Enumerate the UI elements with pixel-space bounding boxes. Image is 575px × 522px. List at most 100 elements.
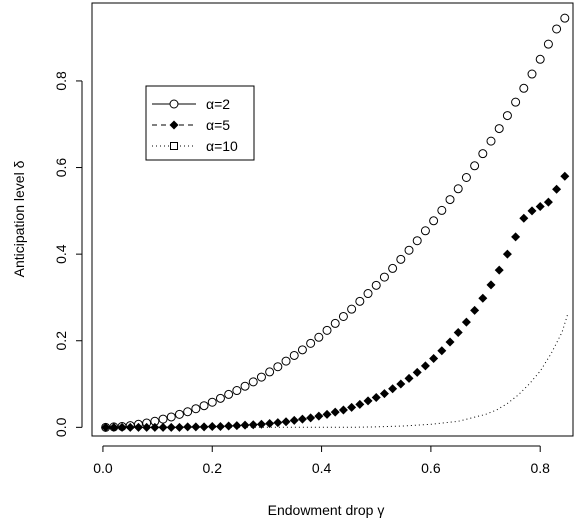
data-point bbox=[232, 386, 242, 396]
data-point bbox=[297, 414, 307, 424]
data-point bbox=[199, 401, 209, 411]
data-point bbox=[224, 389, 234, 399]
data-point bbox=[248, 377, 258, 387]
data-point bbox=[388, 263, 398, 273]
data-point bbox=[429, 353, 439, 363]
x-axis-label: Endowment drop γ bbox=[268, 502, 385, 518]
data-point bbox=[248, 420, 258, 430]
x-tick-label: 0.2 bbox=[203, 460, 223, 476]
data-point bbox=[379, 389, 389, 399]
data-point bbox=[445, 195, 455, 205]
data-point bbox=[470, 305, 480, 315]
x-tick-label: 0.4 bbox=[312, 460, 332, 476]
data-point bbox=[338, 311, 348, 321]
data-point bbox=[453, 184, 463, 194]
plot-frame bbox=[91, 2, 574, 437]
data-point bbox=[215, 393, 225, 403]
legend: α=2 α=5 α=10 bbox=[145, 85, 255, 161]
y-tick-label: 0.0 bbox=[53, 417, 69, 437]
data-point bbox=[240, 381, 250, 391]
data-point bbox=[453, 328, 463, 338]
data-point bbox=[133, 422, 143, 432]
data-point bbox=[347, 402, 357, 412]
series-1 bbox=[101, 13, 570, 432]
data-point bbox=[224, 421, 234, 431]
data-point bbox=[199, 422, 209, 432]
data-point bbox=[478, 293, 488, 303]
data-point bbox=[543, 39, 553, 49]
data-point bbox=[101, 422, 111, 432]
y-axis: 0.0 0.2 0.4 0.6 0.8 bbox=[53, 71, 83, 437]
data-point bbox=[289, 415, 299, 425]
legend-marker-alpha10 bbox=[170, 142, 178, 150]
data-point bbox=[486, 136, 496, 146]
data-point bbox=[437, 205, 447, 215]
data-point bbox=[322, 325, 332, 335]
data-point bbox=[232, 421, 242, 431]
data-point bbox=[527, 206, 537, 216]
data-point bbox=[166, 412, 176, 422]
data-point bbox=[142, 422, 152, 432]
data-point bbox=[273, 362, 283, 372]
data-point bbox=[322, 409, 332, 419]
legend-label-alpha5: α=5 bbox=[206, 117, 230, 133]
x-tick-label: 0.0 bbox=[93, 460, 113, 476]
data-point bbox=[355, 296, 365, 306]
data-point bbox=[240, 420, 250, 430]
data-point bbox=[256, 372, 266, 382]
legend-marker-alpha2 bbox=[169, 99, 179, 109]
x-tick-label: 0.8 bbox=[530, 460, 550, 476]
data-point bbox=[560, 13, 570, 23]
data-point bbox=[338, 405, 348, 415]
data-point bbox=[207, 421, 217, 431]
data-point bbox=[486, 280, 496, 290]
data-point bbox=[150, 422, 160, 432]
series-layer bbox=[101, 13, 570, 432]
data-point bbox=[363, 396, 373, 406]
data-point bbox=[445, 337, 455, 347]
data-point bbox=[494, 124, 504, 134]
data-point bbox=[552, 184, 562, 194]
y-tick-label: 0.4 bbox=[53, 244, 69, 264]
data-point bbox=[158, 414, 168, 424]
data-point bbox=[502, 249, 512, 259]
data-point bbox=[363, 289, 373, 299]
data-point bbox=[109, 422, 119, 432]
legend-box bbox=[145, 85, 255, 161]
data-point bbox=[543, 197, 553, 207]
data-point bbox=[174, 409, 184, 419]
data-point bbox=[117, 422, 127, 432]
legend-label-alpha2: α=2 bbox=[206, 96, 230, 112]
data-point bbox=[314, 411, 324, 421]
data-point bbox=[404, 373, 414, 383]
data-point bbox=[560, 171, 570, 181]
data-point bbox=[297, 345, 307, 355]
y-tick-label: 0.2 bbox=[53, 331, 69, 351]
data-point bbox=[461, 317, 471, 327]
data-point bbox=[519, 213, 529, 223]
data-point bbox=[535, 202, 545, 212]
data-point bbox=[412, 367, 422, 377]
data-point bbox=[183, 407, 193, 417]
data-point bbox=[371, 392, 381, 402]
data-point bbox=[511, 232, 521, 242]
data-point bbox=[412, 236, 422, 246]
data-point bbox=[330, 407, 340, 417]
data-point bbox=[347, 304, 357, 314]
y-tick-label: 0.8 bbox=[53, 71, 69, 91]
data-point bbox=[281, 356, 291, 366]
data-point bbox=[535, 54, 545, 64]
data-point bbox=[265, 418, 275, 428]
data-point bbox=[355, 399, 365, 409]
data-point bbox=[306, 338, 316, 348]
data-point bbox=[215, 421, 225, 431]
data-point bbox=[207, 397, 217, 407]
data-point bbox=[404, 245, 414, 255]
data-point bbox=[437, 346, 447, 356]
data-point bbox=[420, 361, 430, 371]
data-point bbox=[396, 379, 406, 389]
data-point bbox=[396, 254, 406, 264]
data-point bbox=[314, 332, 324, 342]
data-point bbox=[502, 111, 512, 121]
